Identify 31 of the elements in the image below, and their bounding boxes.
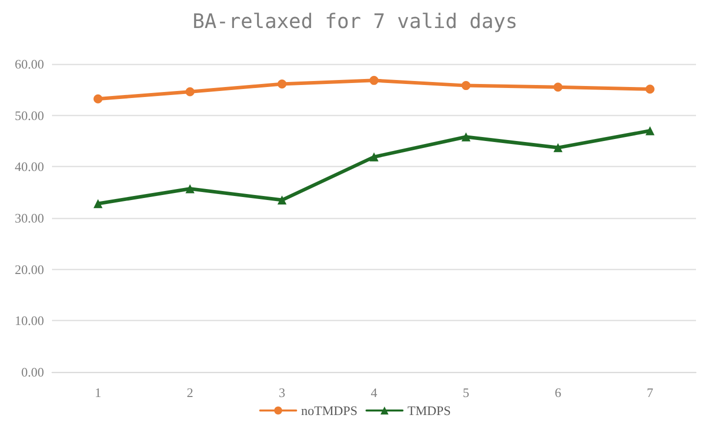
point bbox=[370, 152, 378, 162]
point bbox=[462, 132, 470, 142]
x-tick-label: 3 bbox=[278, 385, 286, 400]
y-tick-label: 60.00 bbox=[14, 56, 44, 72]
point bbox=[646, 126, 654, 136]
point bbox=[186, 184, 194, 194]
point bbox=[462, 81, 470, 90]
x-tick-label: 6 bbox=[554, 385, 562, 400]
x-tick-label: 4 bbox=[370, 385, 378, 400]
point bbox=[94, 199, 102, 208]
legend-label: TMDPS bbox=[408, 403, 451, 418]
y-tick-label: 50.00 bbox=[14, 108, 44, 123]
x-tick-label: 1 bbox=[94, 385, 102, 400]
point bbox=[94, 94, 102, 104]
legend-label: noTMDPS bbox=[301, 403, 358, 418]
x-tick-label: 7 bbox=[646, 385, 654, 400]
x-tick-label: 2 bbox=[186, 385, 194, 400]
point bbox=[278, 196, 286, 205]
y-tick-label: 20.00 bbox=[14, 262, 44, 277]
point bbox=[186, 87, 194, 96]
x-tick-label: 5 bbox=[462, 385, 470, 400]
point bbox=[554, 143, 562, 152]
y-tick-label: 30.00 bbox=[14, 210, 44, 226]
y-tick-label: 40.00 bbox=[14, 159, 44, 174]
point bbox=[278, 80, 286, 89]
point bbox=[554, 82, 562, 92]
chart-title: BA-relaxed for 7 valid days bbox=[192, 9, 518, 33]
y-tick-label: 10.00 bbox=[14, 313, 44, 328]
y-tick-label: 0.00 bbox=[21, 364, 44, 380]
point bbox=[646, 84, 654, 94]
point bbox=[370, 76, 378, 85]
